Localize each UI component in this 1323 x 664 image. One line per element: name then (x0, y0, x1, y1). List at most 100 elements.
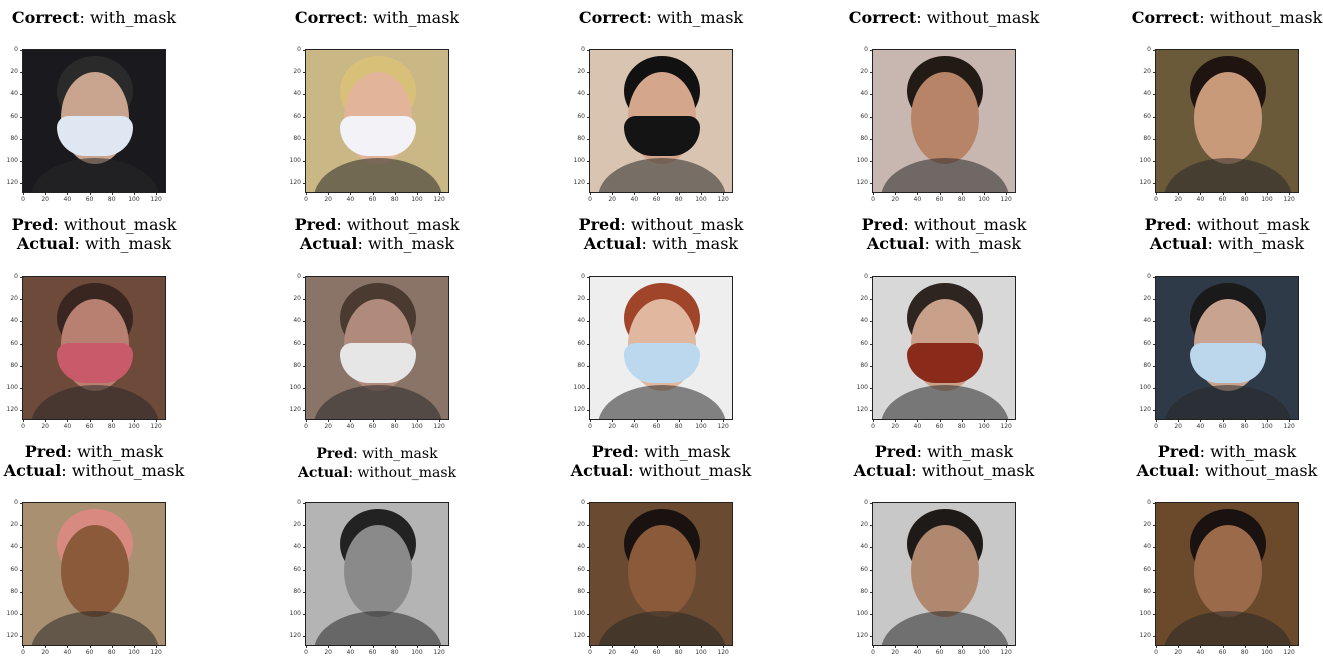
x-tick-mark (590, 646, 591, 648)
y-tick-mark (587, 365, 589, 367)
y-tick-label: 80 (860, 134, 868, 142)
y-tick-mark (20, 94, 22, 96)
sample-image (589, 276, 733, 420)
actual-label: Actual: without_mask (824, 461, 1064, 480)
y-tick-mark (870, 94, 872, 96)
shoulders-shape (1164, 611, 1292, 645)
x-tick-mark (1244, 420, 1246, 422)
y-tick-label: 100 (1139, 609, 1151, 617)
y-tick-label: 100 (573, 383, 585, 391)
y-tick-label: 60 (577, 339, 585, 347)
x-tick-label: 20 (41, 649, 49, 656)
y-tick-label: 80 (10, 134, 18, 142)
y-tick-label: 60 (293, 565, 301, 573)
y-tick-mark (303, 277, 305, 278)
y-tick-label: 80 (293, 134, 301, 142)
y-tick-mark (870, 387, 872, 389)
x-tick-label: 120 (717, 423, 729, 430)
y-tick-label: 60 (860, 339, 868, 347)
y-tick-mark (1153, 160, 1155, 162)
sample-title: Pred: with_mask Actual: without_mask (541, 442, 781, 480)
y-tick-mark (587, 636, 589, 638)
x-tick-label: 60 (652, 649, 661, 656)
y-tick-mark (1153, 569, 1155, 571)
x-tick-mark (156, 646, 158, 648)
y-tick-label: 0 (14, 273, 18, 280)
x-tick-label: 60 (652, 423, 661, 430)
actual-label-value: : with_mask (1207, 234, 1305, 253)
face-shape (1194, 525, 1262, 617)
y-tick-label: 0 (581, 273, 585, 280)
x-tick-mark (723, 646, 725, 648)
x-tick-label: 120 (1283, 423, 1295, 430)
y-tick-mark (20, 160, 22, 162)
y-tick-label: 100 (573, 609, 585, 617)
x-tick-label: 0 (304, 649, 308, 656)
shoulders-shape (598, 385, 726, 419)
x-tick-label: 40 (913, 196, 922, 203)
y-tick-label: 120 (1139, 179, 1151, 187)
x-tick-mark (678, 420, 680, 422)
sample-image (589, 502, 733, 646)
y-tick-label: 100 (289, 609, 301, 617)
y-tick-mark (1153, 72, 1155, 74)
y-tick-mark (20, 138, 22, 140)
y-tick-mark (303, 299, 305, 301)
x-tick-label: 20 (1174, 423, 1182, 430)
shoulders-shape (881, 611, 1009, 645)
x-tick-label: 100 (128, 423, 140, 430)
sample-image (22, 502, 166, 646)
y-tick-label: 80 (1143, 587, 1151, 595)
x-tick-label: 40 (913, 423, 922, 430)
x-tick-label: 0 (871, 423, 875, 430)
y-tick-label: 60 (10, 339, 18, 347)
sample-image (872, 49, 1016, 193)
x-tick-mark (1156, 420, 1157, 422)
x-tick-mark (634, 420, 636, 422)
x-tick-label: 40 (346, 196, 355, 203)
x-tick-label: 100 (128, 649, 140, 656)
x-tick-label: 0 (1154, 196, 1158, 203)
y-tick-label: 40 (1143, 90, 1151, 98)
pred-label-value: : with_mask (633, 442, 731, 461)
x-tick-label: 100 (695, 423, 707, 430)
pred-label: Pred: with_mask (257, 445, 497, 464)
x-tick-label: 80 (1240, 649, 1249, 656)
x-tick-label: 40 (1196, 423, 1205, 430)
y-tick-mark (20, 591, 22, 593)
correct-label-value: : without_mask (916, 8, 1040, 27)
y-tick-mark (587, 116, 589, 118)
actual-label: Actual: without_mask (0, 461, 214, 480)
x-tick-mark (895, 193, 897, 195)
shoulders-shape (314, 158, 442, 192)
y-tick-mark (303, 365, 305, 367)
correct-label-key: Correct (578, 8, 647, 27)
y-tick-mark (20, 343, 22, 345)
x-tick-label: 0 (21, 423, 25, 430)
x-tick-label: 20 (891, 196, 899, 203)
x-tick-label: 0 (871, 649, 875, 656)
y-tick-label: 60 (1143, 112, 1151, 120)
y-tick-mark (870, 525, 872, 527)
x-tick-label: 120 (717, 649, 729, 656)
y-tick-mark (303, 591, 305, 593)
y-tick-label: 80 (577, 587, 585, 595)
y-tick-label: 60 (1143, 565, 1151, 573)
x-tick-mark (1266, 420, 1268, 422)
shoulders-shape (1164, 158, 1292, 192)
y-tick-label: 100 (6, 609, 18, 617)
y-tick-label: 120 (573, 179, 585, 187)
x-tick-label: 80 (390, 649, 399, 656)
sample-title: Pred: without_mask Actual: with_mask (0, 215, 214, 253)
sample-image (22, 49, 166, 193)
actual-label-key: Actual (853, 461, 912, 480)
y-tick-label: 100 (6, 156, 18, 164)
y-tick-mark (587, 183, 589, 185)
y-tick-mark (303, 503, 305, 504)
pred-label-value: : without_mask (620, 215, 744, 234)
x-tick-mark (656, 646, 658, 648)
x-tick-mark (328, 646, 330, 648)
x-tick-mark (1006, 646, 1008, 648)
x-tick-label: 120 (717, 196, 729, 203)
y-tick-label: 120 (6, 179, 18, 187)
